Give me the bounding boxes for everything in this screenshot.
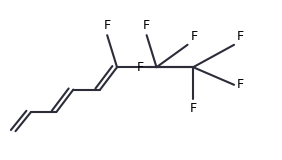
Text: F: F <box>237 78 244 91</box>
Text: F: F <box>103 19 111 32</box>
Text: F: F <box>143 19 150 32</box>
Text: F: F <box>237 30 244 43</box>
Text: F: F <box>137 61 144 74</box>
Text: F: F <box>190 102 197 115</box>
Text: F: F <box>190 30 197 43</box>
